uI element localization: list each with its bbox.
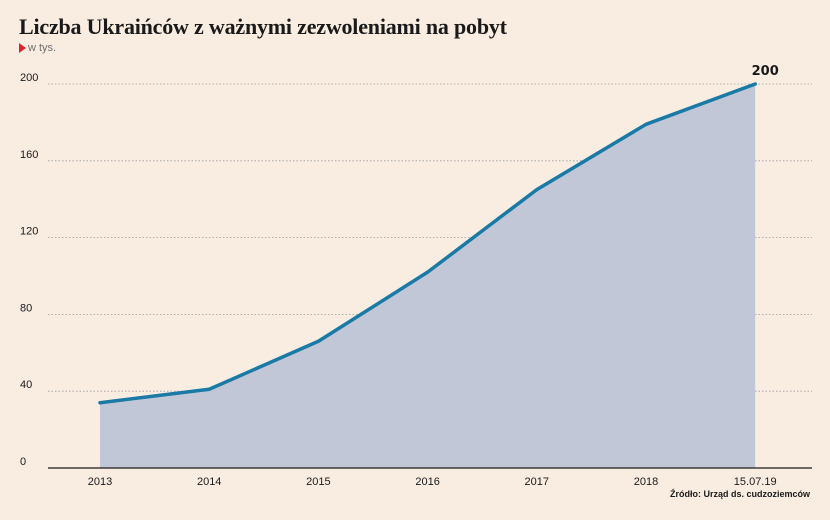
data-point xyxy=(98,401,102,405)
data-point xyxy=(644,122,648,126)
x-tick-label: 2016 xyxy=(415,476,439,488)
subtitle-row: w tys. xyxy=(19,42,56,54)
x-tick-label: 15.07.19 xyxy=(734,476,777,488)
chart-title: Liczba Ukraińców z ważnymi zezwoleniami … xyxy=(19,14,507,39)
y-tick-label: 80 xyxy=(20,302,32,314)
y-tick-label: 0 xyxy=(20,456,26,468)
x-tick-label: 2018 xyxy=(634,476,658,488)
x-tick-label: 2013 xyxy=(88,476,112,488)
data-point xyxy=(426,270,430,274)
y-tick-label: 200 xyxy=(20,72,38,84)
data-point xyxy=(207,387,211,391)
data-point xyxy=(753,82,757,86)
x-tick-label: 2014 xyxy=(197,476,221,488)
y-tick-label: 120 xyxy=(20,226,38,238)
y-tick-label: 160 xyxy=(20,149,38,161)
data-label: 200 xyxy=(752,64,779,79)
data-point xyxy=(535,188,539,192)
y-tick-label: 40 xyxy=(20,379,32,391)
area-fill xyxy=(100,84,756,468)
source-note: Źródło: Urząd ds. cudzoziemców xyxy=(669,489,810,499)
red-triangle-icon xyxy=(19,43,26,53)
x-tick-label: 2015 xyxy=(306,476,330,488)
data-point xyxy=(316,339,320,343)
unit-label: w tys. xyxy=(28,42,57,54)
x-tick-label: 2017 xyxy=(525,476,549,488)
